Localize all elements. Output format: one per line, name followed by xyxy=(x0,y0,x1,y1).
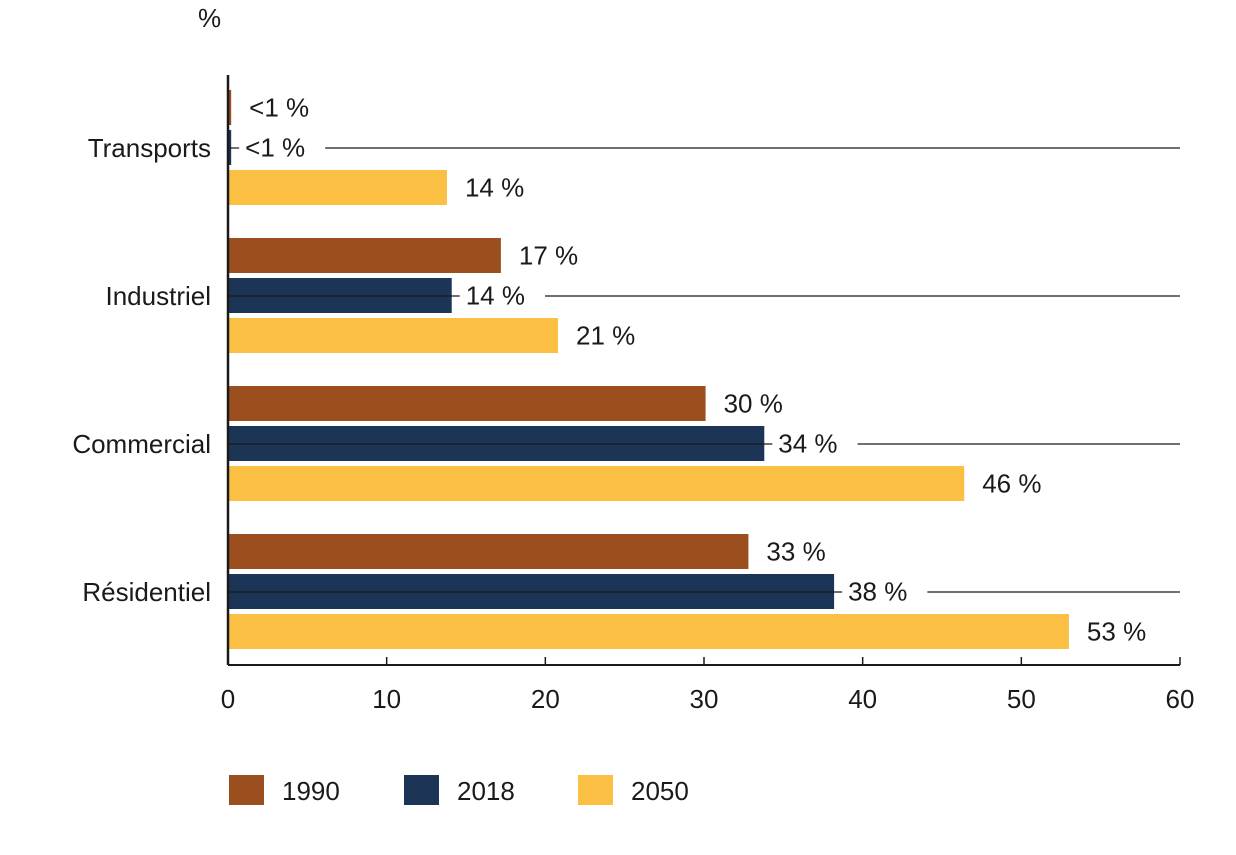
bar-2050 xyxy=(228,318,559,353)
data-label: <1 % xyxy=(249,93,309,123)
x-tick-label: 30 xyxy=(690,684,719,714)
x-tick-label: 10 xyxy=(372,684,401,714)
x-tick-label: 40 xyxy=(848,684,877,714)
x-tick-label: 60 xyxy=(1166,684,1195,714)
x-tick-label: 50 xyxy=(1007,684,1036,714)
data-label: 21 % xyxy=(576,321,635,351)
data-label: 46 % xyxy=(982,469,1041,499)
bar-2050 xyxy=(228,466,965,501)
bar-1990 xyxy=(228,534,749,569)
data-label: 33 % xyxy=(766,537,825,567)
data-label: 14 % xyxy=(466,281,525,311)
data-label: 38 % xyxy=(848,577,907,607)
bar-2050 xyxy=(228,170,447,205)
unit-label: % xyxy=(198,3,221,33)
legend-label: 2050 xyxy=(631,776,689,806)
x-tick-label: 0 xyxy=(221,684,235,714)
data-label: <1 % xyxy=(245,133,305,163)
data-label: 53 % xyxy=(1087,617,1146,647)
label-gap xyxy=(842,589,928,595)
data-label: 14 % xyxy=(465,173,524,203)
bar-1990 xyxy=(228,386,706,421)
bar-2050 xyxy=(228,614,1069,649)
category-label: Transports xyxy=(88,133,211,163)
bar-1990 xyxy=(228,90,232,125)
data-label: 30 % xyxy=(724,389,783,419)
legend-swatch-1990 xyxy=(229,775,264,805)
data-label: 34 % xyxy=(778,429,837,459)
data-label: 17 % xyxy=(519,241,578,271)
label-gap xyxy=(459,293,545,299)
legend-label: 2018 xyxy=(457,776,515,806)
legend-swatch-2018 xyxy=(404,775,439,805)
category-label: Résidentiel xyxy=(82,577,211,607)
category-label: Commercial xyxy=(72,429,211,459)
category-label: Industriel xyxy=(106,281,212,311)
legend-swatch-2050 xyxy=(578,775,613,805)
legend: 1990 2018 2050 xyxy=(229,775,689,806)
label-gap xyxy=(772,441,858,447)
label-gap xyxy=(239,145,326,151)
legend-label: 1990 xyxy=(282,776,340,806)
bar-1990 xyxy=(228,238,501,273)
x-tick-label: 20 xyxy=(531,684,560,714)
